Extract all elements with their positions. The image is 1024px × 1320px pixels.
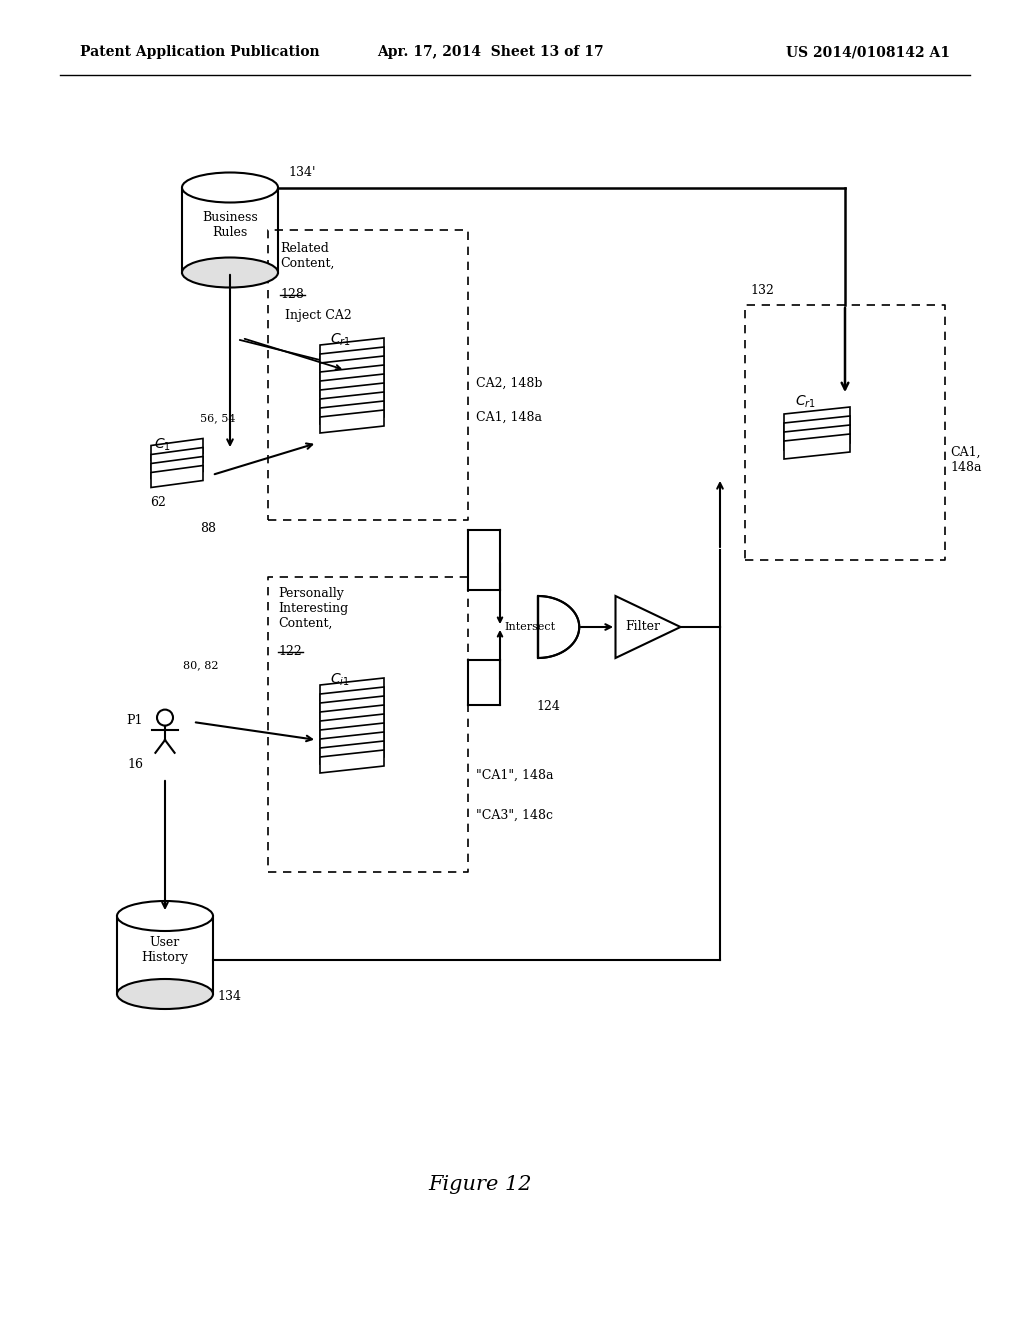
Text: 56, 54: 56, 54: [200, 413, 236, 422]
Text: $C_1$: $C_1$: [154, 437, 170, 453]
Text: CA2, 148b: CA2, 148b: [476, 376, 543, 389]
Polygon shape: [319, 696, 384, 719]
Polygon shape: [784, 425, 850, 450]
Polygon shape: [319, 741, 384, 764]
Text: Intersect: Intersect: [505, 622, 556, 632]
Polygon shape: [319, 411, 384, 433]
Text: Inject CA2: Inject CA2: [285, 309, 352, 322]
Ellipse shape: [117, 902, 213, 931]
Polygon shape: [319, 366, 384, 388]
Polygon shape: [319, 338, 384, 360]
Polygon shape: [319, 678, 384, 701]
Text: CA1,
148a: CA1, 148a: [950, 446, 981, 474]
Text: 88: 88: [200, 521, 216, 535]
Polygon shape: [319, 374, 384, 397]
Text: "CA3", 148c: "CA3", 148c: [476, 808, 553, 821]
Polygon shape: [615, 597, 681, 657]
Polygon shape: [784, 434, 850, 459]
Text: $C_{i1}$: $C_{i1}$: [330, 672, 350, 688]
Text: 134': 134': [288, 165, 315, 178]
Ellipse shape: [117, 979, 213, 1008]
Polygon shape: [538, 597, 580, 657]
Text: $C_{r1}$: $C_{r1}$: [330, 331, 350, 348]
Circle shape: [157, 710, 173, 726]
Polygon shape: [319, 401, 384, 424]
Polygon shape: [319, 723, 384, 746]
Text: "CA1", 148a: "CA1", 148a: [476, 768, 554, 781]
Text: 128: 128: [280, 288, 304, 301]
Text: 80, 82: 80, 82: [183, 660, 218, 671]
Text: Personally
Interesting
Content,: Personally Interesting Content,: [278, 587, 348, 630]
Text: P1: P1: [127, 714, 143, 726]
Polygon shape: [784, 407, 850, 432]
Polygon shape: [151, 438, 203, 461]
Text: Patent Application Publication: Patent Application Publication: [80, 45, 319, 59]
Polygon shape: [319, 347, 384, 370]
Polygon shape: [319, 383, 384, 407]
Polygon shape: [151, 457, 203, 479]
Text: Figure 12: Figure 12: [428, 1176, 531, 1195]
Polygon shape: [319, 733, 384, 755]
Polygon shape: [319, 750, 384, 774]
Text: Filter: Filter: [626, 620, 660, 634]
Polygon shape: [151, 466, 203, 487]
Polygon shape: [319, 705, 384, 729]
Text: CA1, 148a: CA1, 148a: [476, 411, 542, 424]
Text: Business
Rules: Business Rules: [202, 211, 258, 239]
Polygon shape: [784, 416, 850, 441]
Text: Apr. 17, 2014  Sheet 13 of 17: Apr. 17, 2014 Sheet 13 of 17: [377, 45, 603, 59]
Text: 124: 124: [536, 701, 560, 714]
Text: 16: 16: [127, 758, 143, 771]
Text: $C_{r1}$: $C_{r1}$: [795, 393, 815, 411]
Text: Related
Content,: Related Content,: [280, 242, 335, 271]
Polygon shape: [117, 916, 213, 994]
Text: User
History: User History: [141, 936, 188, 964]
Ellipse shape: [182, 173, 278, 202]
Polygon shape: [319, 686, 384, 710]
Polygon shape: [319, 356, 384, 379]
Text: US 2014/0108142 A1: US 2014/0108142 A1: [786, 45, 950, 59]
Text: 134: 134: [217, 990, 241, 1003]
Ellipse shape: [182, 257, 278, 288]
Polygon shape: [319, 714, 384, 737]
Text: 132: 132: [750, 285, 774, 297]
Polygon shape: [151, 447, 203, 470]
Polygon shape: [319, 392, 384, 414]
Text: 62: 62: [151, 495, 166, 508]
Polygon shape: [182, 187, 278, 272]
Text: 122: 122: [278, 645, 302, 657]
